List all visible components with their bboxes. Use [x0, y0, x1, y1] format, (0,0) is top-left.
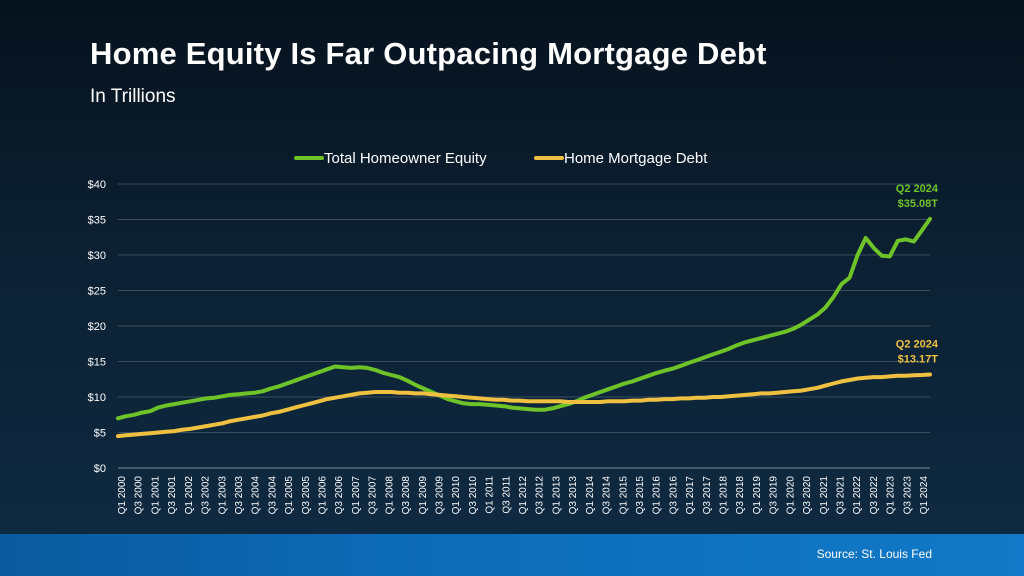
x-tick-label: Q1 2007: [351, 476, 362, 515]
x-tick-label: Q1 2001: [150, 476, 161, 515]
x-tick-label: Q1 2016: [652, 476, 663, 515]
x-tick-label: Q1 2002: [184, 476, 195, 515]
x-tick-label: Q3 2009: [434, 476, 445, 515]
x-tick-label: Q1 2000: [117, 476, 128, 515]
x-tick-label: Q1 2014: [585, 476, 596, 515]
y-tick-label: $20: [88, 321, 106, 333]
x-tick-label: Q1 2015: [618, 476, 629, 515]
source-credit: Source: St. Louis Fed: [816, 547, 932, 561]
x-tick-label: Q3 2020: [802, 476, 813, 515]
series-line-debt: [116, 372, 932, 439]
x-tick-label: Q3 2003: [234, 476, 245, 515]
x-tick-label: Q3 2023: [902, 476, 913, 515]
x-tick-label: Q3 2008: [401, 476, 412, 515]
chart-title: Home Equity Is Far Outpacing Mortgage De…: [90, 36, 767, 71]
y-tick-label: $15: [88, 357, 106, 369]
y-tick-label: $25: [88, 286, 106, 298]
annotation-label: Q2 2024: [896, 338, 939, 350]
x-tick-label: Q1 2017: [685, 476, 696, 515]
y-tick-label: $30: [88, 250, 106, 262]
x-tick-label: Q3 2013: [568, 476, 579, 515]
x-tick-label: Q1 2019: [752, 476, 763, 515]
annotation-value: $35.08T: [898, 198, 939, 210]
annotation-label: Q2 2024: [896, 183, 939, 195]
x-tick-label: Q3 2007: [368, 476, 379, 515]
x-tick-label: Q1 2005: [284, 476, 295, 515]
x-tick-label: Q1 2018: [719, 476, 730, 515]
chart-subtitle: In Trillions: [90, 86, 176, 107]
x-tick-label: Q3 2010: [468, 476, 479, 515]
x-tick-label: Q1 2003: [217, 476, 228, 515]
x-tick-label: Q1 2023: [886, 476, 897, 515]
x-tick-label: Q3 2004: [267, 476, 278, 515]
x-tick-label: Q3 2021: [835, 476, 846, 515]
x-tick-label: Q3 2001: [167, 476, 178, 515]
x-tick-label: Q3 2014: [602, 476, 613, 515]
x-tick-label: Q1 2008: [384, 476, 395, 515]
x-tick-label: Q1 2011: [485, 476, 496, 514]
x-tick-label: Q3 2022: [869, 476, 880, 515]
x-tick-label: Q3 2017: [702, 476, 713, 515]
y-tick-label: $0: [94, 463, 106, 475]
x-tick-label: Q1 2024: [919, 476, 930, 515]
legend-label-debt: Home Mortgage Debt: [564, 150, 708, 167]
x-tick-label: Q3 2012: [535, 476, 546, 515]
x-tick-label: Q1 2009: [418, 476, 429, 515]
x-tick-label: Q3 2016: [668, 476, 679, 515]
x-tick-label: Q1 2021: [819, 476, 830, 515]
x-tick-label: Q3 2019: [769, 476, 780, 515]
footer-bar: Source: St. Louis Fed: [0, 534, 1024, 576]
x-tick-label: Q3 2002: [201, 476, 212, 515]
y-tick-label: $5: [94, 428, 106, 440]
x-tick-label: Q3 2005: [301, 476, 312, 515]
y-tick-label: $40: [88, 179, 106, 191]
x-tick-label: Q3 2006: [334, 476, 345, 515]
x-tick-label: Q3 2015: [635, 476, 646, 515]
y-tick-label: $35: [88, 215, 106, 227]
series-line-equity: [116, 216, 932, 421]
x-tick-label: Q1 2020: [785, 476, 796, 515]
x-tick-label: Q3 2000: [134, 476, 145, 515]
y-tick-label: $10: [88, 392, 106, 404]
x-tick-label: Q1 2004: [251, 476, 262, 515]
x-tick-label: Q3 2018: [735, 476, 746, 515]
x-tick-label: Q1 2010: [451, 476, 462, 515]
x-tick-label: Q1 2013: [551, 476, 562, 515]
x-tick-label: Q3 2011: [501, 476, 512, 514]
x-tick-label: Q1 2022: [852, 476, 863, 515]
line-chart: $0 $5 $10 $15 $20 $25 $30 $35 $40 Q1 2000 Q3 2000 Q…: [88, 150, 939, 515]
legend-label-equity: Total Homeowner Equity: [324, 150, 487, 167]
x-tick-label: Q1 2012: [518, 476, 529, 515]
x-tick-label: Q1 2006: [318, 476, 329, 515]
annotation-value: $13.17T: [898, 353, 939, 365]
